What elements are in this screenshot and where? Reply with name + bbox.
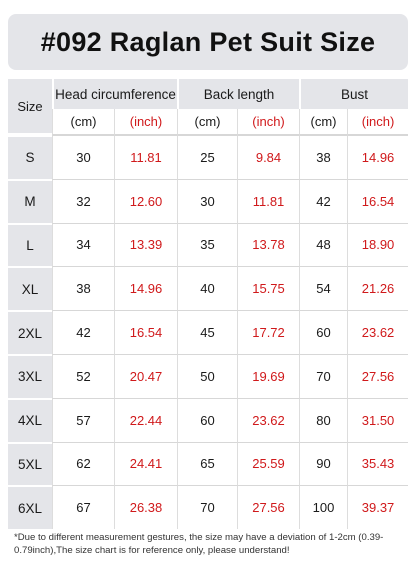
deviation-note: *Due to different measurement gestures, … [14, 532, 384, 556]
back-inch-value: 11.81 [237, 178, 300, 223]
size-table-body: S 30 11.81 25 9.84 38 14.96 M 32 12.60 3… [8, 135, 409, 530]
bust-inch-value: 27.56 [347, 353, 409, 398]
bust-inch-value: 39.37 [347, 485, 409, 530]
bust-inch-value: 21.26 [347, 266, 409, 311]
bust-inch-unit: (inch) [347, 109, 409, 135]
head-inch-value: 24.41 [114, 441, 177, 486]
bust-cm-unit: (cm) [299, 109, 348, 135]
back-inch-value: 9.84 [237, 135, 300, 179]
size-label: 4XL [8, 397, 52, 442]
back-length-header: Back length [177, 79, 300, 109]
table-row: 2XL 42 16.54 45 17.72 60 23.62 [8, 310, 409, 354]
back-cm-value: 65 [177, 441, 237, 486]
head-inch-value: 11.81 [114, 135, 177, 179]
size-label: 2XL [8, 310, 52, 354]
bust-inch-value: 18.90 [347, 222, 409, 267]
bust-cm-value: 42 [299, 178, 348, 223]
table-row: 6XL 67 26.38 70 27.56 100 39.37 [8, 485, 409, 530]
back-cm-value: 50 [177, 353, 237, 398]
head-cm-value: 34 [52, 222, 114, 267]
back-inch-value: 27.56 [237, 485, 300, 530]
bust-cm-value: 70 [299, 353, 348, 398]
head-inch-value: 20.47 [114, 353, 177, 398]
head-cm-value: 32 [52, 178, 114, 223]
size-column-header: Size [8, 79, 52, 135]
back-inch-value: 19.69 [237, 353, 300, 398]
back-inch-value: 17.72 [237, 310, 300, 354]
back-inch-value: 25.59 [237, 441, 300, 486]
size-label: L [8, 222, 52, 267]
back-cm-value: 35 [177, 222, 237, 267]
bust-cm-value: 90 [299, 441, 348, 486]
back-cm-value: 70 [177, 485, 237, 530]
bust-cm-value: 54 [299, 266, 348, 311]
head-inch-value: 26.38 [114, 485, 177, 530]
size-table: Size Head circumference Back length Bust… [8, 79, 409, 530]
head-cm-value: 62 [52, 441, 114, 486]
bust-cm-value: 48 [299, 222, 348, 267]
head-inch-value: 22.44 [114, 397, 177, 442]
size-label: 5XL [8, 441, 52, 486]
size-label: S [8, 135, 52, 179]
size-label: 3XL [8, 353, 52, 398]
back-cm-value: 40 [177, 266, 237, 311]
head-cm-value: 52 [52, 353, 114, 398]
head-cm-value: 57 [52, 397, 114, 442]
head-cm-value: 42 [52, 310, 114, 354]
bust-inch-value: 14.96 [347, 135, 409, 179]
back-inch-value: 13.78 [237, 222, 300, 267]
bust-inch-value: 35.43 [347, 441, 409, 486]
bust-inch-value: 23.62 [347, 310, 409, 354]
head-circumference-header: Head circumference [52, 79, 177, 109]
page-title: #092 Raglan Pet Suit Size [8, 14, 408, 70]
head-inch-unit: (inch) [114, 109, 177, 135]
bust-cm-value: 60 [299, 310, 348, 354]
table-row: XL 38 14.96 40 15.75 54 21.26 [8, 266, 409, 311]
table-row: M 32 12.60 30 11.81 42 16.54 [8, 178, 409, 223]
back-cm-value: 25 [177, 135, 237, 179]
size-label: M [8, 178, 52, 223]
bust-header: Bust [299, 79, 409, 109]
head-cm-unit: (cm) [52, 109, 114, 135]
bust-inch-value: 16.54 [347, 178, 409, 223]
bust-inch-value: 31.50 [347, 397, 409, 442]
back-inch-unit: (inch) [237, 109, 300, 135]
size-label: 6XL [8, 485, 52, 530]
head-inch-value: 14.96 [114, 266, 177, 311]
back-cm-value: 45 [177, 310, 237, 354]
size-label: XL [8, 266, 52, 311]
bust-cm-value: 38 [299, 135, 348, 179]
back-inch-value: 23.62 [237, 397, 300, 442]
back-inch-value: 15.75 [237, 266, 300, 311]
table-row: 4XL 57 22.44 60 23.62 80 31.50 [8, 397, 409, 442]
head-inch-value: 12.60 [114, 178, 177, 223]
table-row: 3XL 52 20.47 50 19.69 70 27.56 [8, 353, 409, 398]
table-row: S 30 11.81 25 9.84 38 14.96 [8, 135, 409, 179]
table-row: L 34 13.39 35 13.78 48 18.90 [8, 222, 409, 267]
back-cm-unit: (cm) [177, 109, 237, 135]
head-inch-value: 13.39 [114, 222, 177, 267]
head-cm-value: 67 [52, 485, 114, 530]
table-row: 5XL 62 24.41 65 25.59 90 35.43 [8, 441, 409, 486]
bust-cm-value: 80 [299, 397, 348, 442]
head-inch-value: 16.54 [114, 310, 177, 354]
head-cm-value: 38 [52, 266, 114, 311]
back-cm-value: 30 [177, 178, 237, 223]
back-cm-value: 60 [177, 397, 237, 442]
bust-cm-value: 100 [299, 485, 348, 530]
head-cm-value: 30 [52, 135, 114, 179]
